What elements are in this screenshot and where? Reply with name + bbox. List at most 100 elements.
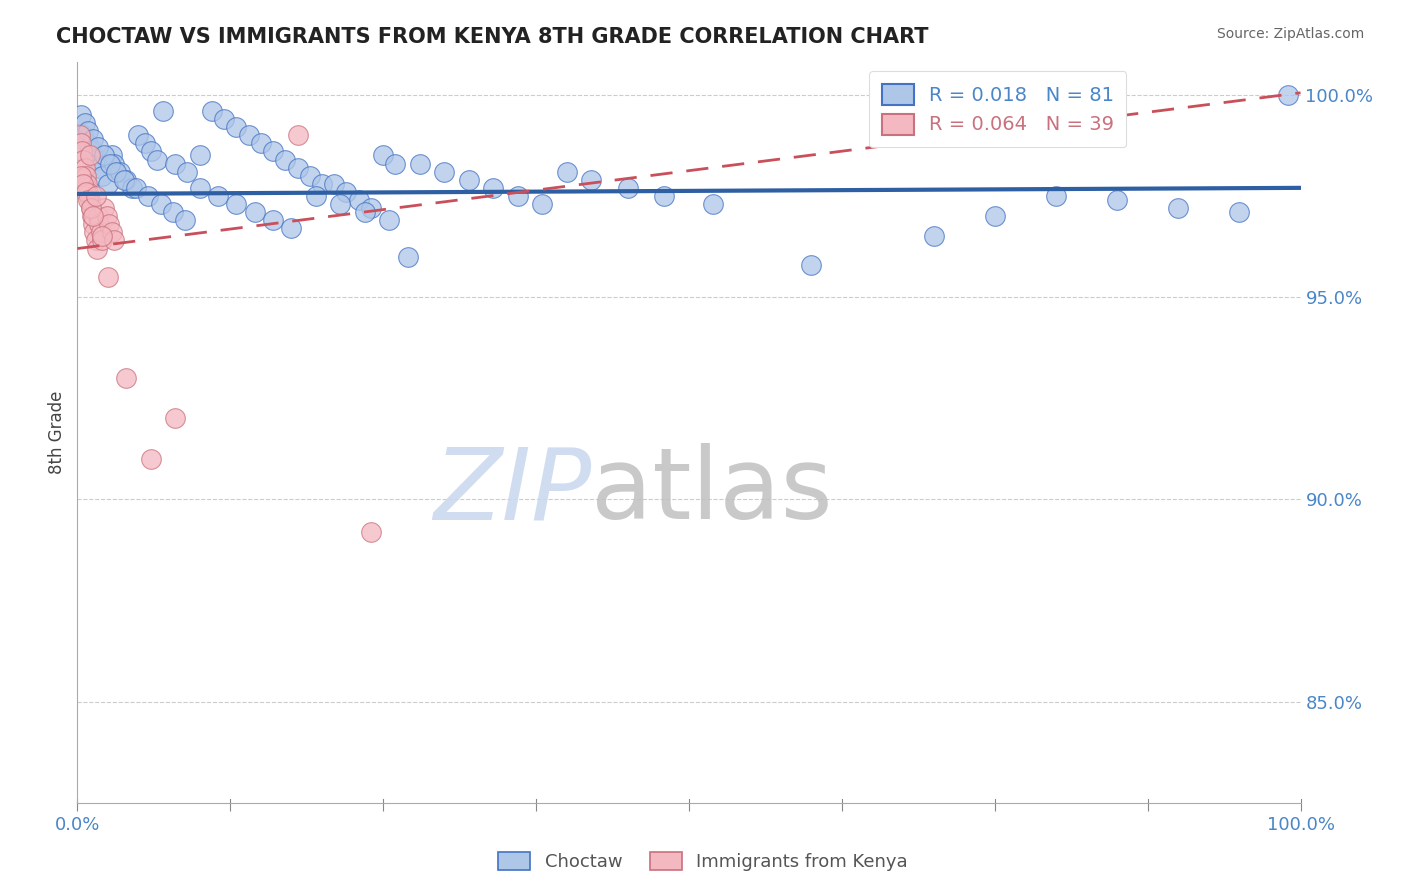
- Point: [165, 156, 187, 170]
- Point: [482, 181, 505, 195]
- Point: [90, 234, 112, 248]
- Point: [298, 169, 321, 183]
- Point: [654, 189, 676, 203]
- Point: [360, 201, 382, 215]
- Point: [149, 197, 172, 211]
- Point: [579, 173, 602, 187]
- Point: [76, 136, 98, 151]
- Point: [225, 120, 247, 135]
- Text: Source: ZipAtlas.com: Source: ZipAtlas.com: [1216, 27, 1364, 41]
- Point: [82, 209, 104, 223]
- Point: [86, 242, 108, 256]
- Point: [82, 217, 104, 231]
- Point: [984, 209, 1007, 223]
- Point: [922, 229, 945, 244]
- Point: [188, 148, 211, 162]
- Point: [800, 258, 823, 272]
- Point: [531, 197, 554, 211]
- Point: [262, 145, 284, 159]
- Point: [80, 209, 103, 223]
- Point: [100, 148, 122, 162]
- Legend: R = 0.018   N = 81, R = 0.064   N = 39: R = 0.018 N = 81, R = 0.064 N = 39: [869, 71, 1126, 147]
- Point: [201, 103, 224, 118]
- Point: [225, 197, 247, 211]
- Point: [409, 156, 432, 170]
- Point: [75, 169, 97, 183]
- Point: [70, 145, 93, 159]
- Text: CHOCTAW VS IMMIGRANTS FROM KENYA 8TH GRADE CORRELATION CHART: CHOCTAW VS IMMIGRANTS FROM KENYA 8TH GRA…: [56, 27, 929, 46]
- Point: [90, 169, 112, 183]
- Point: [165, 411, 187, 425]
- Point: [396, 250, 419, 264]
- Point: [72, 177, 94, 191]
- Point: [103, 156, 125, 170]
- Point: [103, 234, 125, 248]
- Point: [702, 197, 724, 211]
- Point: [174, 213, 197, 227]
- Point: [457, 173, 479, 187]
- Point: [77, 193, 100, 207]
- Point: [378, 213, 401, 227]
- Point: [69, 128, 91, 143]
- Point: [305, 189, 328, 203]
- Point: [139, 145, 162, 159]
- Point: [72, 153, 94, 167]
- Point: [1167, 201, 1189, 215]
- Point: [323, 177, 346, 191]
- Point: [75, 185, 97, 199]
- Point: [83, 225, 105, 239]
- Point: [287, 161, 309, 175]
- Point: [115, 371, 138, 385]
- Point: [98, 156, 121, 170]
- Point: [84, 153, 107, 167]
- Point: [139, 451, 162, 466]
- Point: [87, 140, 110, 154]
- Point: [115, 173, 138, 187]
- Point: [98, 217, 121, 231]
- Point: [84, 234, 107, 248]
- Point: [127, 128, 149, 143]
- Point: [152, 103, 174, 118]
- Point: [70, 169, 93, 183]
- Point: [1107, 193, 1129, 207]
- Point: [125, 181, 148, 195]
- Point: [274, 153, 297, 167]
- Point: [90, 225, 112, 239]
- Point: [80, 201, 103, 215]
- Point: [82, 132, 104, 146]
- Text: atlas: atlas: [591, 443, 832, 541]
- Point: [97, 269, 120, 284]
- Point: [73, 116, 96, 130]
- Point: [262, 213, 284, 227]
- Point: [506, 189, 529, 203]
- Point: [188, 181, 211, 195]
- Point: [1045, 189, 1067, 203]
- Point: [97, 177, 120, 191]
- Point: [617, 181, 640, 195]
- Point: [207, 189, 229, 203]
- Point: [555, 164, 578, 178]
- Point: [93, 201, 115, 215]
- Point: [80, 201, 103, 215]
- Point: [84, 189, 107, 203]
- Point: [146, 153, 169, 167]
- Point: [384, 156, 406, 170]
- Point: [162, 205, 184, 219]
- Point: [70, 108, 93, 122]
- Point: [347, 193, 370, 207]
- Point: [79, 148, 101, 162]
- Point: [335, 185, 357, 199]
- Point: [433, 164, 456, 178]
- Point: [112, 173, 135, 187]
- Point: [77, 124, 100, 138]
- Point: [212, 112, 235, 126]
- Point: [72, 128, 94, 143]
- Y-axis label: 8th Grade: 8th Grade: [48, 391, 66, 475]
- Point: [329, 197, 352, 211]
- Point: [87, 209, 110, 223]
- Point: [371, 148, 394, 162]
- Point: [121, 181, 143, 195]
- Point: [89, 217, 111, 231]
- Point: [311, 177, 333, 191]
- Point: [77, 185, 100, 199]
